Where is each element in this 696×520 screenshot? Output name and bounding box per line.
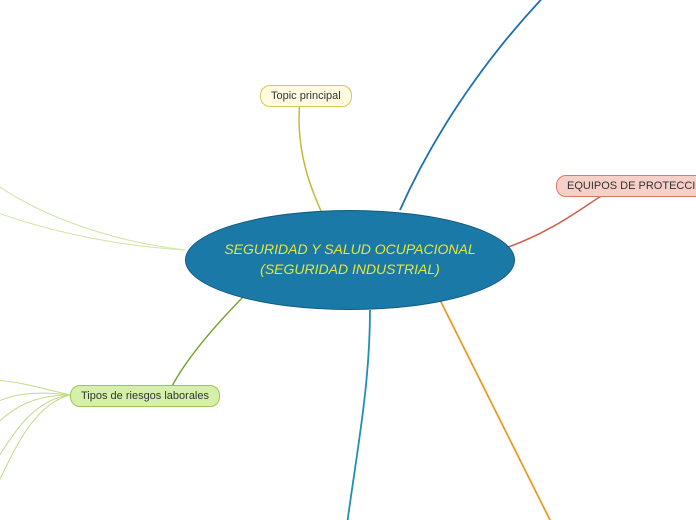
node-topic-principal[interactable]: Topic principal: [260, 85, 352, 107]
central-line1: SEGURIDAD Y SALUD OCUPACIONAL: [224, 240, 475, 260]
node-equipos-label: EQUIPOS DE PROTECCIÓN LABORAL: [567, 180, 696, 192]
node-equipos-proteccion[interactable]: EQUIPOS DE PROTECCIÓN LABORAL: [556, 175, 696, 197]
mindmap-canvas: SEGURIDAD Y SALUD OCUPACIONAL (SEGURIDAD…: [0, 0, 696, 520]
node-topic-label: Topic principal: [271, 90, 341, 102]
node-tipos-label: Tipos de riesgos laborales: [81, 390, 209, 402]
node-tipos-riesgos[interactable]: Tipos de riesgos laborales: [70, 385, 220, 407]
central-line2: (SEGURIDAD INDUSTRIAL): [260, 260, 440, 280]
central-topic[interactable]: SEGURIDAD Y SALUD OCUPACIONAL (SEGURIDAD…: [185, 210, 515, 310]
